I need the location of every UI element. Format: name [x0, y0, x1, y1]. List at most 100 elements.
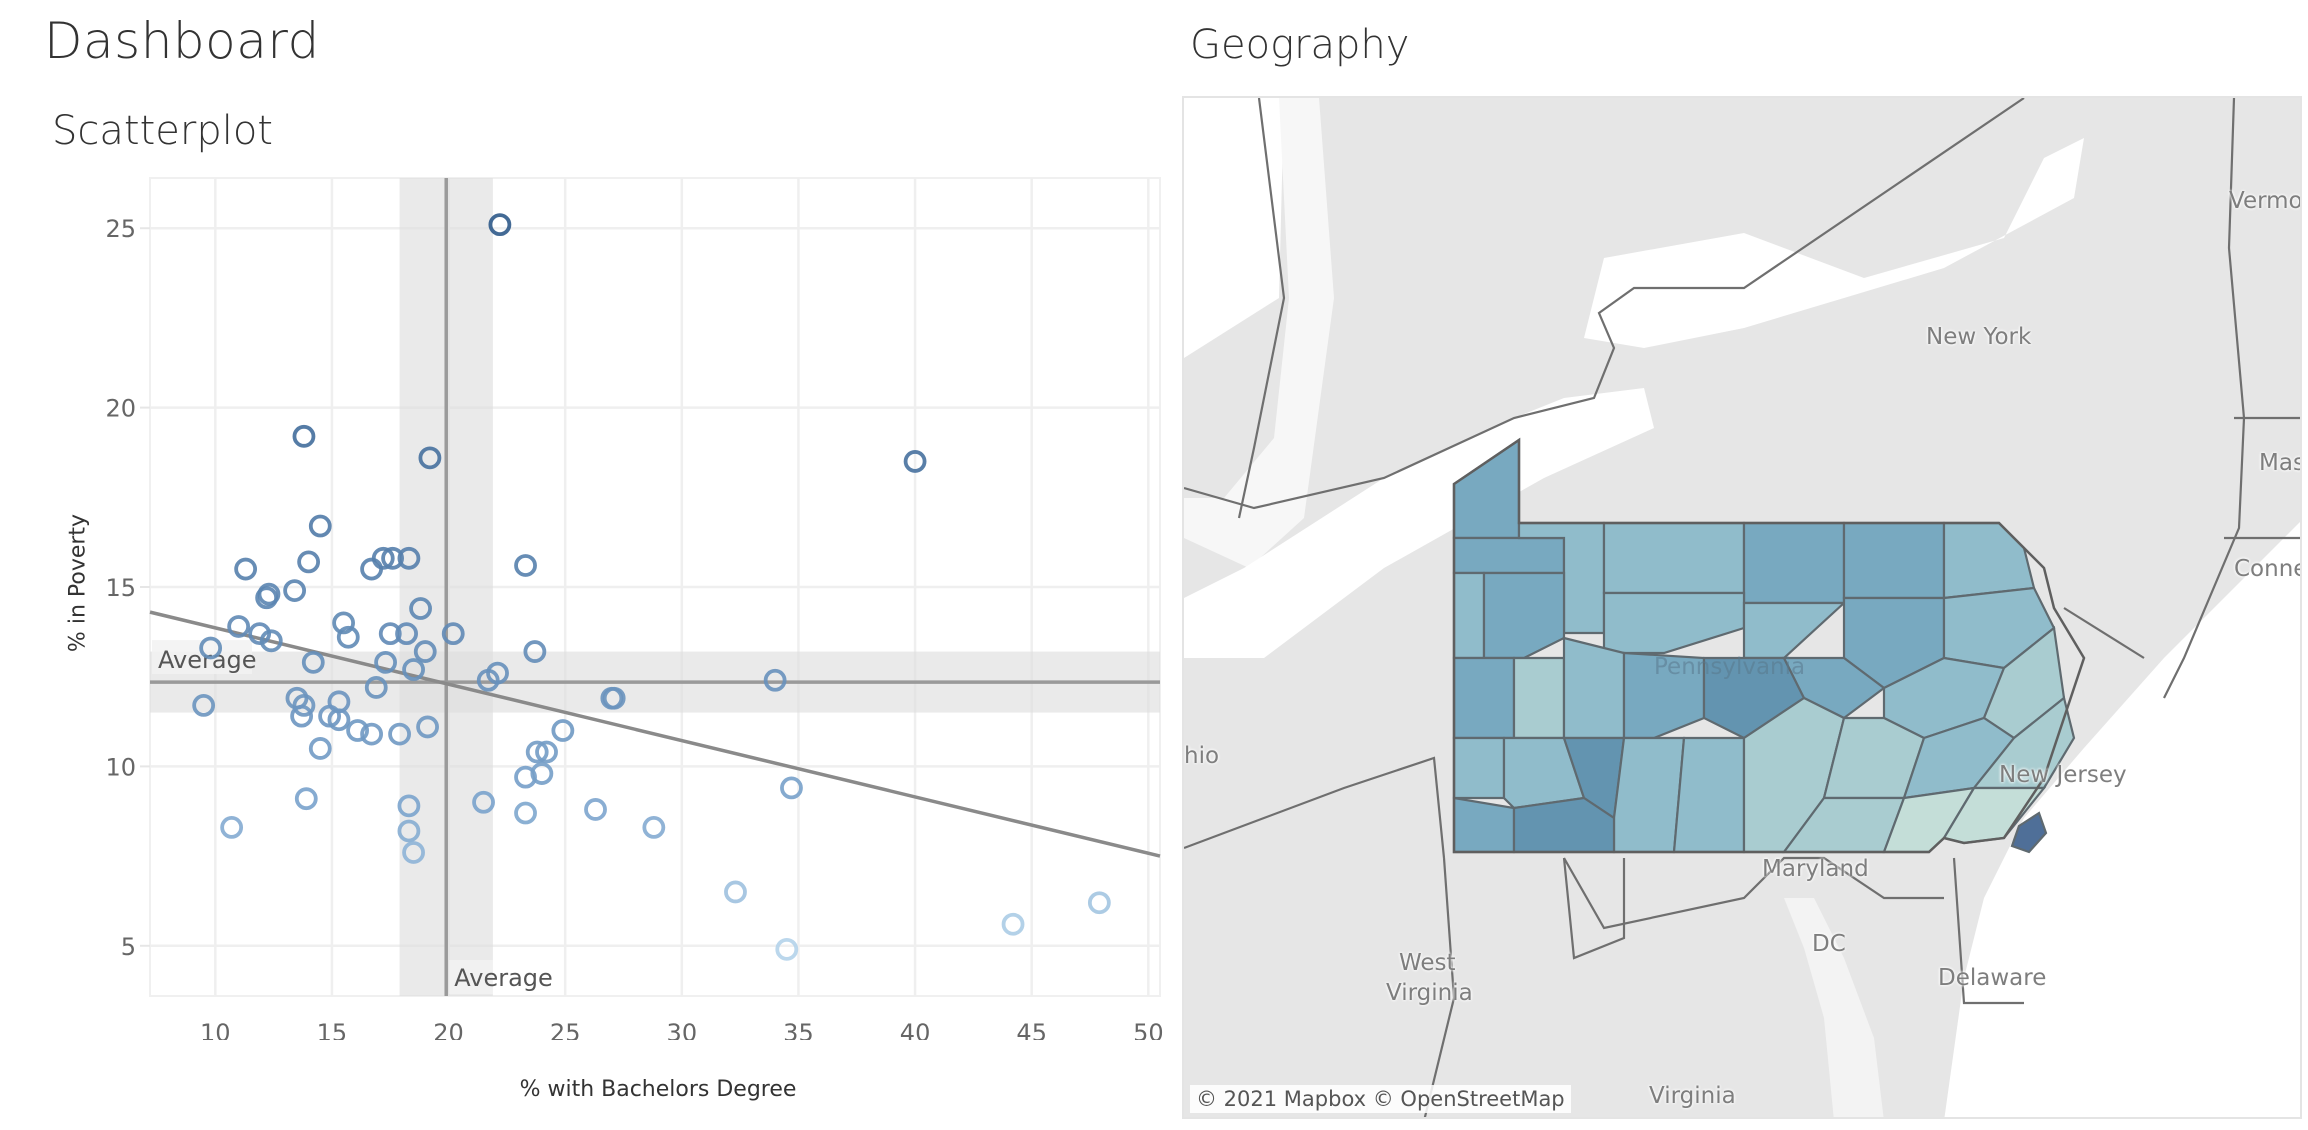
data-point[interactable]	[584, 798, 607, 821]
data-point[interactable]	[336, 625, 360, 649]
map-label: New Jersey	[1999, 762, 2127, 788]
data-point[interactable]	[308, 514, 332, 538]
data-point[interactable]	[535, 740, 558, 764]
data-point[interactable]	[360, 722, 383, 746]
county-region[interactable]	[1452, 536, 1566, 575]
data-point[interactable]	[514, 554, 537, 577]
data-point[interactable]	[523, 640, 547, 663]
map-label: Vermo	[2229, 188, 2302, 214]
data-point[interactable]	[402, 841, 425, 864]
data-point[interactable]	[327, 708, 351, 732]
county-region[interactable]	[1742, 521, 1846, 605]
data-point[interactable]	[780, 776, 803, 800]
data-point[interactable]	[418, 446, 442, 470]
map-label: DC	[1812, 931, 1846, 957]
county-region[interactable]	[1622, 651, 1706, 740]
county-region[interactable]	[1452, 656, 1516, 740]
data-point[interactable]	[381, 546, 404, 570]
county-region[interactable]	[2010, 811, 2048, 854]
data-point[interactable]	[227, 615, 251, 638]
county-region[interactable]	[1452, 796, 1516, 854]
county-region[interactable]	[1672, 736, 1746, 854]
atlantic-ocean	[1944, 522, 2300, 1117]
county-region[interactable]	[1512, 656, 1566, 740]
data-point[interactable]	[199, 636, 223, 660]
data-point[interactable]	[292, 424, 316, 448]
geography-title: Geography	[1190, 22, 1410, 68]
data-point[interactable]	[346, 719, 369, 742]
plot-area: 10 15 20 25 30 35 40 45 50 5 10 15 20 25 Average Averag…	[105, 177, 1164, 1040]
data-point[interactable]	[378, 622, 402, 646]
data-point[interactable]	[292, 693, 316, 717]
data-point[interactable]	[1087, 891, 1111, 915]
lake-erie	[1184, 388, 1654, 658]
data-point[interactable]	[397, 819, 421, 843]
x-tick-label: 45	[1016, 1019, 1047, 1040]
data-point[interactable]	[297, 550, 321, 574]
data-point[interactable]	[724, 880, 747, 904]
data-point[interactable]	[290, 704, 314, 728]
geography-map[interactable]: New York Vermo Mas Connec hio Pennsylvania New…	[1182, 96, 2302, 1119]
x-tick-label: 20	[433, 1019, 464, 1040]
data-point[interactable]	[395, 622, 418, 646]
county-region[interactable]	[1562, 636, 1626, 740]
data-point[interactable]	[775, 937, 799, 961]
data-point[interactable]	[248, 622, 272, 646]
y-tick-label: 25	[105, 215, 136, 243]
data-point[interactable]	[397, 794, 421, 818]
data-point[interactable]	[259, 629, 283, 653]
scatterplot-title: Scatterplot	[52, 108, 273, 154]
data-point[interactable]	[301, 650, 325, 674]
data-point[interactable]	[283, 579, 307, 602]
x-average-label: Average	[454, 964, 553, 992]
data-point[interactable]	[763, 668, 787, 692]
data-point[interactable]	[308, 737, 332, 760]
data-point[interactable]	[525, 740, 549, 764]
data-point[interactable]	[192, 693, 216, 717]
county-region[interactable]	[1782, 656, 1886, 720]
data-point[interactable]	[514, 801, 537, 825]
data-point[interactable]	[416, 715, 439, 739]
y-tick-label: 10	[105, 753, 136, 781]
map-label: New York	[1926, 324, 2032, 350]
county-region[interactable]	[1602, 521, 1746, 595]
data-point[interactable]	[551, 719, 575, 742]
map-attribution[interactable]: © 2021 Mapbox © OpenStreetMap	[1190, 1085, 1571, 1113]
data-point[interactable]	[332, 611, 356, 635]
county-region[interactable]	[1452, 736, 1506, 800]
pennsylvania-outline	[1452, 437, 2086, 854]
county-region[interactable]	[1452, 571, 1486, 660]
scatterplot-chart[interactable]: 10 15 20 25 30 35 40 45 50 5 10 15 20 25 Average Averag…	[0, 160, 1170, 1040]
data-point[interactable]	[220, 815, 244, 839]
y-tick-label: 15	[105, 574, 136, 602]
data-point[interactable]	[413, 640, 437, 663]
data-point[interactable]	[294, 787, 318, 811]
data-point[interactable]	[402, 658, 425, 681]
county-region[interactable]	[1512, 796, 1616, 854]
county-region[interactable]	[1842, 521, 1946, 600]
map-canvas[interactable]	[1184, 98, 2302, 1119]
data-point[interactable]	[1001, 912, 1025, 936]
map-label: Connec	[2234, 556, 2300, 582]
county-region[interactable]	[1602, 591, 1746, 655]
y-tick-label: 5	[121, 933, 136, 961]
data-point[interactable]	[409, 597, 432, 620]
data-point[interactable]	[255, 586, 279, 610]
data-point[interactable]	[397, 546, 421, 570]
x-tick-label: 25	[550, 1019, 581, 1040]
data-point[interactable]	[472, 790, 495, 814]
data-point[interactable]	[530, 762, 554, 785]
county-region[interactable]	[1612, 736, 1686, 854]
data-point[interactable]	[364, 676, 388, 699]
data-point[interactable]	[234, 557, 258, 581]
county-region[interactable]	[1482, 571, 1566, 660]
data-point[interactable]	[903, 450, 927, 473]
data-point[interactable]	[602, 686, 626, 710]
data-point[interactable]	[371, 546, 395, 570]
data-point[interactable]	[476, 668, 500, 692]
data-point[interactable]	[441, 622, 465, 646]
data-point[interactable]	[642, 815, 666, 839]
data-point[interactable]	[388, 722, 411, 746]
data-point[interactable]	[488, 213, 512, 237]
data-point[interactable]	[374, 650, 397, 674]
